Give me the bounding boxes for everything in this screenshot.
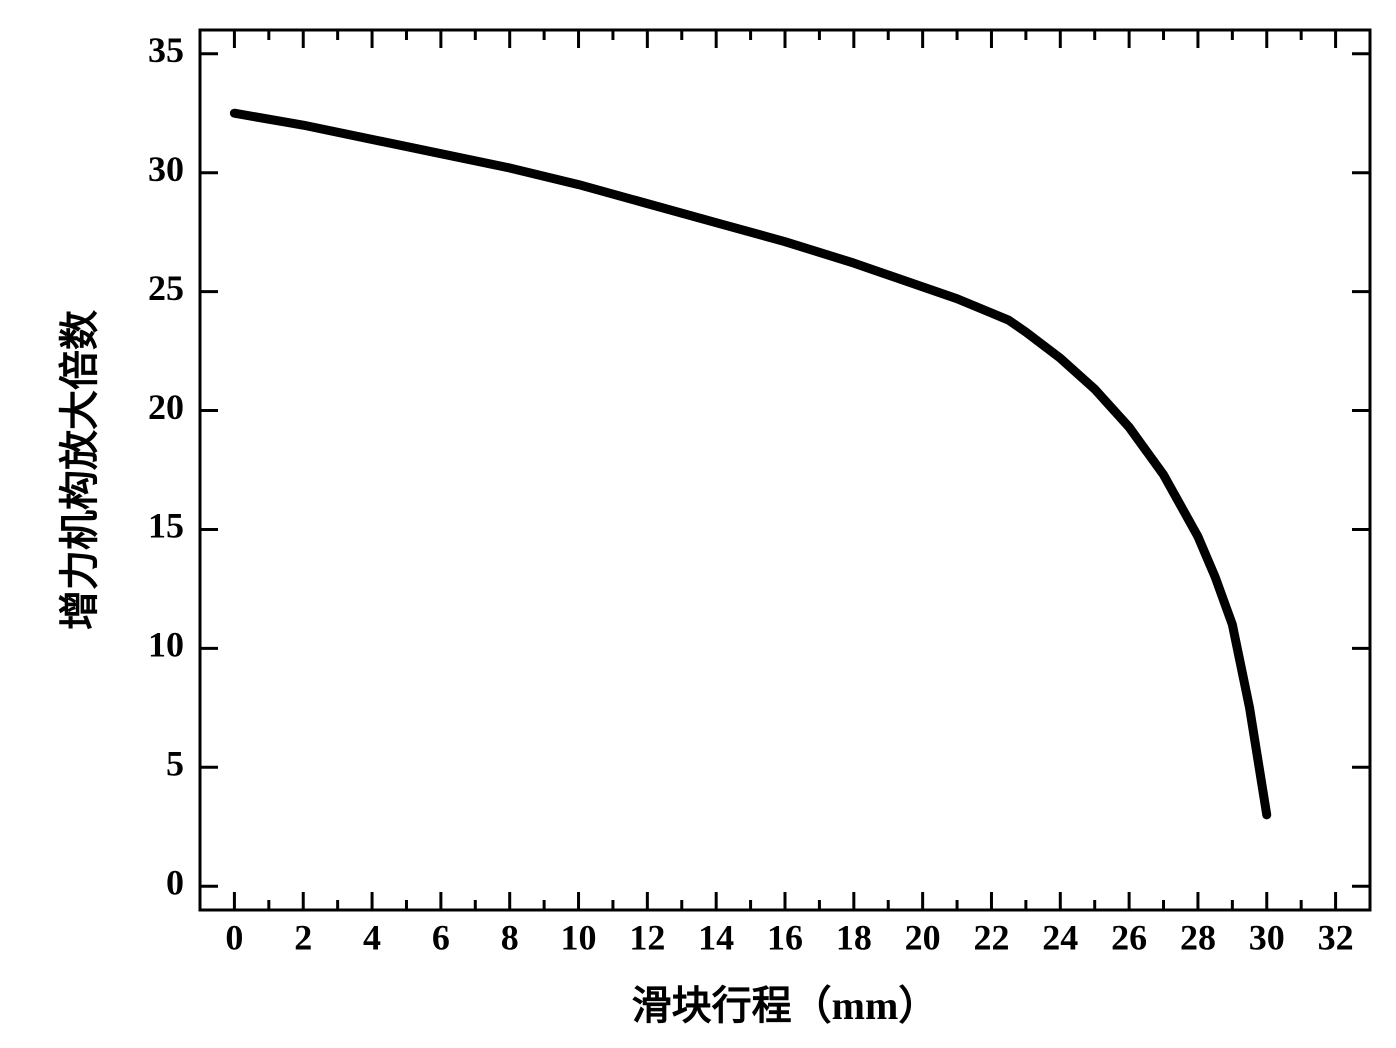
x-tick-label: 14 bbox=[698, 918, 734, 958]
line-chart: 0246810121416182022242628303205101520253… bbox=[0, 0, 1396, 1048]
y-tick-label: 5 bbox=[166, 744, 184, 784]
x-tick-label: 30 bbox=[1249, 918, 1285, 958]
y-tick-label: 15 bbox=[148, 506, 184, 546]
chart-svg: 0246810121416182022242628303205101520253… bbox=[0, 0, 1396, 1048]
x-tick-label: 32 bbox=[1318, 918, 1354, 958]
x-tick-label: 22 bbox=[973, 918, 1009, 958]
x-axis-title: 滑块行程（mm） bbox=[632, 983, 939, 1028]
x-tick-label: 8 bbox=[501, 918, 519, 958]
y-tick-label: 0 bbox=[166, 862, 184, 902]
x-tick-label: 2 bbox=[294, 918, 312, 958]
x-tick-label: 18 bbox=[836, 918, 872, 958]
x-tick-label: 28 bbox=[1180, 918, 1216, 958]
y-tick-label: 10 bbox=[148, 625, 184, 665]
x-tick-label: 20 bbox=[905, 918, 941, 958]
x-tick-label: 0 bbox=[225, 918, 243, 958]
y-tick-label: 30 bbox=[148, 149, 184, 189]
y-tick-label: 25 bbox=[148, 268, 184, 308]
x-tick-label: 16 bbox=[767, 918, 803, 958]
x-tick-label: 26 bbox=[1111, 918, 1147, 958]
y-tick-label: 20 bbox=[148, 387, 184, 427]
x-tick-label: 4 bbox=[363, 918, 381, 958]
y-tick-label: 35 bbox=[148, 30, 184, 70]
x-tick-label: 24 bbox=[1042, 918, 1078, 958]
x-tick-label: 12 bbox=[629, 918, 665, 958]
x-tick-label: 10 bbox=[561, 918, 597, 958]
y-axis-title: 增力机构放大倍数 bbox=[57, 310, 102, 630]
x-tick-label: 6 bbox=[432, 918, 450, 958]
